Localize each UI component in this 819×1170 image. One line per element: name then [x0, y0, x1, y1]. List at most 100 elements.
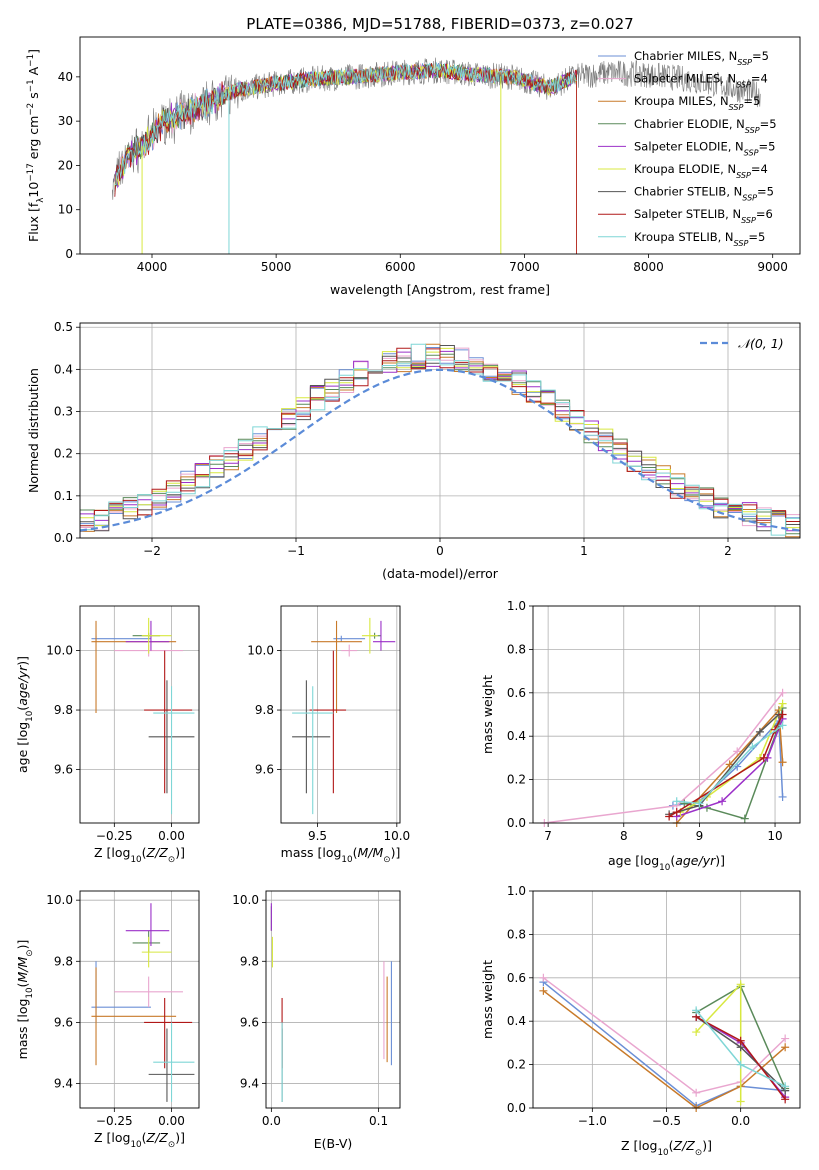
label-part: Salpeter MILES, N [634, 72, 736, 86]
label-part: 10 [25, 711, 35, 722]
label-part: 10 [341, 855, 352, 865]
sfh-marker [778, 721, 787, 730]
label-part: s [26, 92, 41, 103]
label-part: Salpeter ELODIE, N [634, 139, 744, 153]
x-axis-label: E(B-V) [314, 1136, 353, 1151]
sfh-marker [692, 1006, 701, 1015]
axes-frame [79, 605, 200, 824]
label-part: −17 [26, 163, 36, 181]
label-part: ⊙ [25, 949, 35, 956]
x-tick-label: 7 [544, 829, 552, 843]
x-tick-label: −0.25 [96, 829, 133, 843]
legend-label: Kroupa STELIB, NSSP=5 [634, 230, 765, 248]
label-part: SSP [741, 216, 756, 225]
sfh-marker [539, 973, 548, 982]
label-part: =4 [751, 162, 768, 176]
x-tick-label: 9 [696, 829, 704, 843]
sfh-marker [692, 1088, 701, 1097]
x-tick-label: 10.0 [383, 829, 410, 843]
label-part: M/M [357, 845, 383, 860]
y-tick-label: 9.8 [255, 703, 274, 717]
legend-label: Chabrier MILES, NSSP=5 [634, 49, 769, 67]
label-part: Z [log [94, 845, 130, 860]
sfh-line-salpeter-miles [544, 692, 784, 824]
plot-layer: 4000 5000 6000 7000 8000 9000010203040wavelen… [15, 36, 801, 1158]
sfh-line-kroupa-miles [542, 990, 786, 1109]
x-axis-label: mass [log10(M/M⊙)] [281, 845, 401, 865]
label-part: )] [391, 845, 401, 860]
y-tick-label: 9.6 [54, 1015, 73, 1029]
label-part: ⊙ [168, 855, 175, 865]
y-tick-label: 1.0 [507, 599, 526, 613]
sfh-marker [778, 758, 787, 767]
label-part: SSP [744, 148, 759, 157]
label-part: ( [142, 1130, 147, 1145]
panel-mass_vs_ebv: 0.0 0.1 9.4 9.6 9.8 10.0 E(B-V) [232, 890, 401, 1151]
label-part: =5 [748, 230, 765, 244]
label-part: =4 [751, 72, 768, 86]
label-part: Z/Z [146, 1130, 169, 1145]
sfh-marker [781, 1082, 790, 1091]
label-part: 10 [130, 1140, 141, 1150]
y-tick-label: 20 [58, 158, 73, 172]
label-part: )] [15, 940, 30, 950]
y-tick-label: 9.4 [54, 1077, 73, 1091]
figure-title: PLATE=0386, MJD=51788, FIBERID=0373, z=0… [246, 15, 633, 33]
sfh-marker [672, 797, 681, 806]
x-axis-label: (data-model)/error [382, 566, 499, 581]
y-tick-label: 0.4 [507, 729, 526, 743]
sfh-marker [740, 814, 749, 823]
y-tick-label: 0.1 [54, 489, 73, 503]
label-part: ⊙ [695, 1148, 702, 1158]
y-tick-label: 0.6 [507, 686, 526, 700]
sfh-line-chabrier-miles [542, 981, 786, 1107]
label-part: 10 [25, 987, 35, 998]
label-part: =5 [760, 117, 777, 131]
sfh-marker [755, 727, 764, 736]
sfh-line-salpeter-miles [542, 977, 786, 1094]
x-tick-label: 0.00 [158, 829, 185, 843]
y-tick-label: 40 [58, 70, 73, 84]
sfh-marker [736, 980, 745, 989]
label-part: λ [36, 198, 46, 203]
x-tick-label: 6000 [385, 260, 416, 274]
label-part: =5 [757, 185, 774, 199]
x-tick-label: 8000 [633, 260, 664, 274]
sfh-marker [781, 1095, 790, 1104]
label-part: age/yr [15, 665, 30, 706]
label-part: −2 [26, 103, 36, 116]
sfh-marker [778, 688, 787, 697]
label-part: SSP [737, 58, 752, 67]
sfh-marker [695, 799, 704, 808]
x-tick-label: 4000 [137, 260, 168, 274]
label-part: SSP [742, 193, 757, 202]
sfh-marker [781, 1034, 790, 1043]
y-tick-label: 0.5 [54, 320, 73, 334]
y-tick-label: 0.3 [54, 405, 73, 419]
legend-label: 𝒩(0, 1) [738, 336, 784, 351]
label-part: Kroupa MILES, N [634, 94, 729, 108]
label-part: )] [715, 853, 725, 868]
x-tick-label: 1 [580, 544, 588, 558]
label-part: Chabrier ELODIE, N [634, 117, 745, 131]
y-tick-label: 0.0 [507, 1101, 526, 1115]
model-spectrum-salpeter-stelib [114, 63, 577, 254]
x-tick-label: 0.00 [158, 1114, 185, 1128]
label-part: M/M [15, 957, 30, 983]
x-tick-label: 0.0 [731, 1114, 750, 1128]
panel-mass_vs_Z: −0.25 0.009.49.69.810.0Z [log10(Z/Z⊙)]mas… [15, 890, 200, 1150]
panel-age_vs_Z: −0.25 0.009.69.810.0Z [log10(Z/Z⊙)]age [l… [15, 605, 200, 865]
sfh-marker [733, 747, 742, 756]
panel-spectrum: 4000 5000 6000 7000 8000 9000 0 10 20 30 40 wavelen… [26, 36, 801, 297]
sfh-marker [736, 1060, 745, 1069]
label-part: ] [26, 49, 41, 54]
x-tick-label: 9000 [757, 260, 788, 274]
y-axis-label: Normed distribution [26, 368, 41, 493]
y-tick-label: 10.0 [247, 644, 274, 658]
label-part: −1 [26, 79, 36, 92]
label-part: Kroupa ELODIE, N [634, 162, 736, 176]
y-tick-label: 10.0 [46, 893, 73, 907]
label-part: )] [702, 1138, 712, 1153]
label-part: erg cm [26, 116, 41, 164]
